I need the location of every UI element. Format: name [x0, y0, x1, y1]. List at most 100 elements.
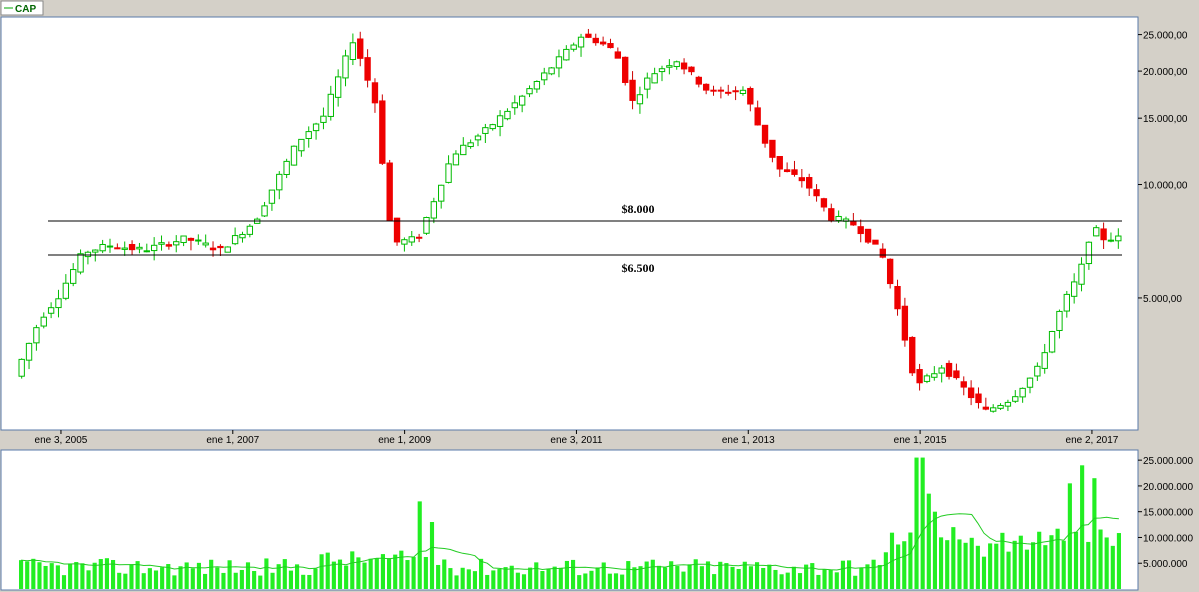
volume-bar [1116, 533, 1121, 589]
candle-down [599, 41, 607, 45]
volume-bar [969, 537, 974, 589]
volume-bar [436, 564, 441, 589]
candle-down [828, 208, 835, 221]
candle-up [658, 68, 666, 73]
volume-bar [877, 564, 882, 589]
volume-bar [988, 543, 993, 589]
volume-bar [135, 561, 140, 589]
candle-up [1041, 352, 1048, 369]
volume-bar [840, 560, 845, 589]
x-tick-label: ene 3, 2011 [550, 435, 603, 446]
candle-up [33, 327, 40, 344]
volume-bar [595, 567, 600, 589]
volume-bar [773, 569, 778, 589]
candle-up [25, 342, 33, 361]
candle-up [739, 89, 747, 94]
volume-y-tick-label: 5.000.000 [1143, 559, 1188, 570]
candles [18, 28, 1122, 413]
candle-up [1093, 227, 1100, 237]
volume-bar [607, 573, 612, 589]
volume-bar [528, 567, 533, 589]
candle-down [945, 362, 953, 377]
volume-bar [209, 559, 214, 589]
volume-bar [779, 574, 784, 589]
volume-bar [460, 567, 465, 589]
volume-bar [245, 562, 251, 589]
volume-bar [61, 575, 67, 589]
volume-bar [454, 575, 459, 589]
volume-bar [80, 563, 85, 589]
candle-down [798, 177, 806, 182]
volume-bar [546, 568, 551, 589]
levels: $8.000 $6.500 [48, 202, 1122, 275]
volume-bar [650, 559, 655, 589]
volume-y-tick-label: 15.000.000 [1143, 508, 1193, 519]
candle-up [349, 42, 357, 60]
candle-up [474, 135, 482, 141]
candle-up [305, 131, 312, 139]
volume-bar [816, 574, 821, 589]
volume-bar [718, 561, 723, 589]
candle-down [879, 248, 886, 258]
volume-bar [1104, 537, 1109, 589]
candle-up [150, 244, 158, 252]
candle-up [445, 163, 452, 183]
volume-bar [896, 544, 901, 589]
candle-up [651, 73, 658, 84]
volume-bar [380, 554, 385, 589]
candle-up [47, 307, 55, 314]
volume-bar [111, 559, 116, 589]
volume-bar [914, 457, 919, 589]
legend: CAP [0, 0, 44, 16]
volume-bar [847, 560, 852, 589]
candle-up [570, 44, 577, 50]
candle-down [813, 189, 820, 197]
volume-bar [699, 566, 704, 589]
candle-up [195, 239, 202, 242]
candle-down [857, 226, 864, 235]
candle-up [158, 242, 165, 245]
volume-bar [19, 560, 24, 589]
volume-bar [939, 537, 944, 589]
volume-bar [902, 541, 907, 589]
volume-bar [804, 564, 809, 589]
volume-bar [638, 566, 643, 589]
volume-bar [196, 562, 201, 589]
volume-bar [564, 560, 569, 589]
candle-up [401, 239, 408, 245]
volume-bar [515, 572, 520, 589]
volume-bar [755, 562, 760, 589]
volume-bar [521, 574, 527, 589]
volume-moving-average-line [21, 513, 1119, 571]
candle-down [872, 239, 879, 245]
volume-bar [571, 559, 576, 589]
candle-up [283, 160, 290, 175]
candle-down [975, 393, 982, 404]
candle-up [423, 216, 430, 234]
candle-down [754, 107, 761, 126]
volume-bar [791, 566, 796, 589]
candle-up [246, 225, 254, 235]
candle-up [1078, 263, 1085, 285]
volume-bar [387, 558, 392, 589]
candle-down [769, 139, 776, 158]
candle-up [106, 245, 114, 248]
volume-bar [853, 575, 858, 589]
candle-down [393, 217, 401, 243]
volume-bar [981, 556, 987, 589]
volume-bar [270, 572, 275, 589]
candle-up [180, 235, 187, 244]
candle-up [92, 249, 99, 253]
volume-bar [368, 558, 373, 589]
volume-bar [1018, 535, 1023, 589]
candle-up [298, 138, 305, 152]
volume-bar [178, 566, 183, 589]
volume-bar [55, 565, 60, 589]
candle-down [982, 406, 990, 410]
volume-bar [834, 572, 839, 589]
candle-up [931, 373, 938, 378]
volume-bar [540, 571, 545, 589]
volume-bar [558, 567, 563, 589]
volume-bar [583, 573, 588, 589]
candle-up [1107, 239, 1115, 242]
